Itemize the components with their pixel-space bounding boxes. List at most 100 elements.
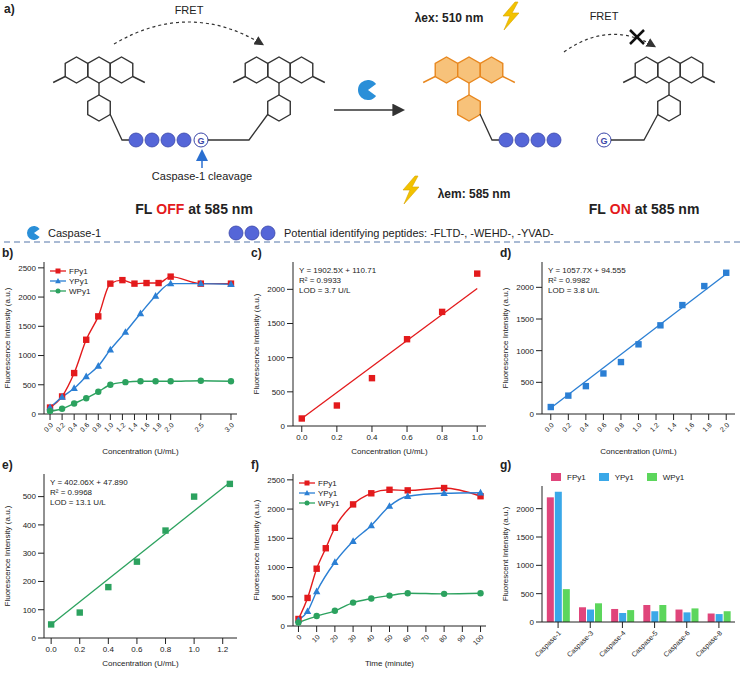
svg-text:G: G bbox=[197, 136, 204, 146]
svg-text:70: 70 bbox=[420, 633, 431, 644]
svg-text:1000: 1000 bbox=[18, 351, 36, 360]
svg-text:1.6: 1.6 bbox=[684, 421, 696, 433]
svg-text:Concentration (U/mL): Concentration (U/mL) bbox=[351, 447, 428, 456]
svg-text:1.2: 1.2 bbox=[115, 421, 127, 433]
svg-text:1500: 1500 bbox=[267, 534, 285, 543]
svg-text:0.4: 0.4 bbox=[67, 421, 79, 433]
svg-text:1000: 1000 bbox=[516, 347, 534, 356]
svg-text:a): a) bbox=[4, 2, 15, 16]
svg-text:30: 30 bbox=[347, 633, 358, 644]
svg-text:2000: 2000 bbox=[516, 505, 534, 514]
svg-text:1.0: 1.0 bbox=[472, 433, 484, 442]
svg-text:0.4: 0.4 bbox=[366, 433, 378, 442]
svg-text:0.0: 0.0 bbox=[543, 421, 555, 433]
svg-text:2000: 2000 bbox=[267, 285, 285, 294]
svg-text:1.6: 1.6 bbox=[139, 421, 151, 433]
svg-text:Caspase-4: Caspase-4 bbox=[598, 629, 628, 659]
svg-text:0: 0 bbox=[32, 634, 37, 643]
svg-text:1.2: 1.2 bbox=[217, 645, 229, 654]
svg-text:500: 500 bbox=[23, 381, 37, 390]
svg-text:2000: 2000 bbox=[18, 293, 36, 302]
svg-text:1.8: 1.8 bbox=[701, 421, 713, 433]
svg-text:20: 20 bbox=[329, 633, 340, 644]
svg-text:2000: 2000 bbox=[267, 505, 285, 514]
svg-text:40: 40 bbox=[365, 633, 376, 644]
svg-text:G: G bbox=[600, 136, 607, 146]
svg-text:Concentration (U/mL): Concentration (U/mL) bbox=[600, 447, 677, 456]
svg-text:0.8: 0.8 bbox=[91, 421, 103, 433]
svg-text:0: 0 bbox=[281, 422, 286, 431]
svg-text:300: 300 bbox=[23, 549, 37, 558]
svg-text:2500: 2500 bbox=[18, 264, 36, 273]
svg-text:0.2: 0.2 bbox=[561, 421, 573, 433]
svg-text:500: 500 bbox=[521, 378, 535, 387]
svg-text:Fluorescence Intensity (a.u.): Fluorescence Intensity (a.u.) bbox=[252, 293, 261, 394]
svg-text:Fluorescence Intensity (a.u.): Fluorescence Intensity (a.u.) bbox=[252, 499, 261, 600]
svg-text:1.4: 1.4 bbox=[666, 421, 678, 433]
svg-text:0.6: 0.6 bbox=[596, 421, 608, 433]
svg-text:Concentration (U/mL): Concentration (U/mL) bbox=[102, 659, 179, 668]
svg-text:1500: 1500 bbox=[18, 322, 36, 331]
svg-text:2.0: 2.0 bbox=[163, 421, 175, 433]
svg-text:80: 80 bbox=[438, 633, 449, 644]
svg-text:2500: 2500 bbox=[267, 476, 285, 485]
svg-text:1500: 1500 bbox=[516, 533, 534, 542]
svg-text:0.6: 0.6 bbox=[131, 645, 143, 654]
svg-text:FLONat 585 nm: FLONat 585 nm bbox=[589, 201, 700, 217]
svg-text:0.2: 0.2 bbox=[74, 645, 86, 654]
svg-text:2.0: 2.0 bbox=[719, 421, 731, 433]
svg-text:500: 500 bbox=[23, 492, 37, 501]
svg-text:Caspase-6: Caspase-6 bbox=[662, 629, 692, 659]
svg-text:1500: 1500 bbox=[516, 315, 534, 324]
svg-text:Potential identifying peptides: Potential identifying peptides: -FLTD-, … bbox=[284, 227, 554, 239]
svg-text:Caspase-1: Caspase-1 bbox=[533, 629, 563, 659]
svg-text:1.0: 1.0 bbox=[631, 421, 643, 433]
svg-text:Fluorescent Intensity (a.u.): Fluorescent Intensity (a.u.) bbox=[501, 506, 510, 601]
svg-text:1000: 1000 bbox=[267, 354, 285, 363]
svg-text:400: 400 bbox=[23, 521, 37, 530]
svg-text:0.8: 0.8 bbox=[613, 421, 625, 433]
svg-text:500: 500 bbox=[272, 388, 286, 397]
svg-text:1.4: 1.4 bbox=[127, 421, 139, 433]
svg-text:0.8: 0.8 bbox=[160, 645, 172, 654]
svg-text:0: 0 bbox=[530, 618, 535, 627]
svg-text:60: 60 bbox=[401, 633, 412, 644]
svg-text:FRET: FRET bbox=[175, 4, 204, 16]
svg-text:1.0: 1.0 bbox=[103, 421, 115, 433]
svg-text:0.4: 0.4 bbox=[103, 645, 115, 654]
svg-text:0.8: 0.8 bbox=[437, 433, 449, 442]
svg-text:0.0: 0.0 bbox=[46, 645, 58, 654]
svg-text:100: 100 bbox=[23, 606, 37, 615]
svg-text:Concentration (U/mL): Concentration (U/mL) bbox=[102, 447, 179, 456]
svg-text:Caspase-1 cleavage: Caspase-1 cleavage bbox=[152, 170, 252, 182]
svg-text:90: 90 bbox=[456, 633, 467, 644]
svg-text:1.0: 1.0 bbox=[189, 645, 201, 654]
svg-text:200: 200 bbox=[23, 577, 37, 586]
svg-text:100: 100 bbox=[472, 633, 485, 646]
svg-text:2000: 2000 bbox=[516, 283, 534, 292]
svg-text:λem: 585 nm: λem: 585 nm bbox=[438, 187, 511, 201]
svg-text:500: 500 bbox=[272, 593, 286, 602]
svg-text:Caspase-5: Caspase-5 bbox=[630, 629, 660, 659]
svg-text:50: 50 bbox=[383, 633, 394, 644]
svg-text:3.0: 3.0 bbox=[223, 421, 235, 433]
svg-text:0.0: 0.0 bbox=[42, 421, 54, 433]
svg-text:10: 10 bbox=[310, 633, 321, 644]
svg-text:λex: 510 nm: λex: 510 nm bbox=[415, 11, 484, 25]
svg-text:0: 0 bbox=[32, 410, 37, 419]
svg-text:Fluorescence Intensity (a.u.): Fluorescence Intensity (a.u.) bbox=[3, 505, 12, 606]
svg-text:0.2: 0.2 bbox=[54, 421, 66, 433]
svg-text:0: 0 bbox=[281, 622, 286, 631]
svg-text:1000: 1000 bbox=[516, 561, 534, 570]
svg-text:0.6: 0.6 bbox=[79, 421, 91, 433]
svg-text:FRET: FRET bbox=[590, 10, 619, 22]
svg-text:Caspase-8: Caspase-8 bbox=[694, 629, 724, 659]
svg-text:0: 0 bbox=[295, 633, 303, 641]
svg-text:2.5: 2.5 bbox=[193, 421, 205, 433]
svg-text:FLOFFat 585 nm: FLOFFat 585 nm bbox=[135, 201, 253, 217]
svg-text:Fluorescence Intensity (a.u.): Fluorescence Intensity (a.u.) bbox=[501, 287, 510, 388]
svg-text:1000: 1000 bbox=[267, 563, 285, 572]
svg-text:500: 500 bbox=[521, 590, 535, 599]
svg-text:1.8: 1.8 bbox=[151, 421, 163, 433]
svg-text:Time (minute): Time (minute) bbox=[365, 659, 414, 668]
